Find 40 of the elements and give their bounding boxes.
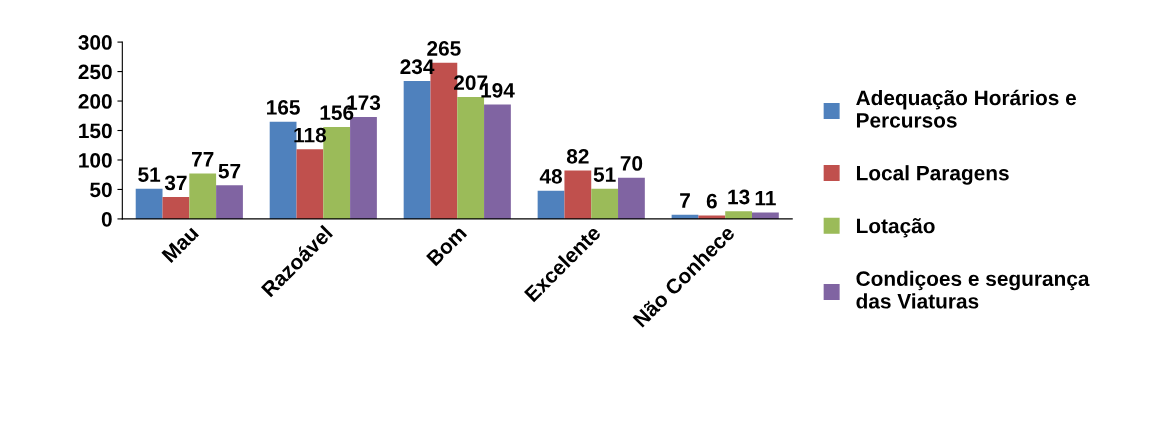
- data-label: 37: [164, 175, 187, 191]
- y-tick-label: 0: [101, 211, 112, 227]
- bar: [162, 197, 190, 219]
- data-label: 57: [218, 163, 241, 179]
- data-label: 6: [706, 193, 717, 209]
- bar: [403, 81, 431, 219]
- y-tick-label: 200: [78, 94, 112, 109]
- legend-label: Lotação: [856, 218, 935, 238]
- bar: [189, 173, 217, 219]
- data-label: 7: [680, 193, 690, 208]
- legend-label: Local Paragens: [856, 165, 1009, 185]
- bar: [457, 96, 485, 219]
- bar: [135, 188, 163, 219]
- x-tick-label: Mau: [161, 225, 200, 264]
- bar: [752, 212, 779, 219]
- data-label: 70: [620, 156, 643, 171]
- data-label: 165: [267, 100, 300, 115]
- bar: [537, 190, 565, 219]
- data-label: 51: [138, 167, 161, 182]
- y-tick-label: 150: [79, 123, 112, 139]
- data-label: 48: [539, 168, 562, 184]
- data-label: 13: [728, 189, 750, 205]
- bar: [484, 104, 511, 219]
- bar: [564, 170, 592, 219]
- bar: [591, 188, 619, 219]
- y-tick-label: 250: [78, 64, 112, 80]
- legend-label: Adequação Horários e Percursos: [856, 89, 1077, 128]
- data-label: 51: [593, 167, 616, 182]
- y-tick-label: 100: [79, 152, 112, 168]
- y-tick-label: 50: [90, 182, 112, 198]
- bar: [725, 211, 753, 219]
- legend-label: Condiçoes e segurança das Viaturas: [856, 270, 1090, 309]
- data-label: 77: [192, 152, 214, 167]
- bar: [618, 177, 645, 219]
- bar: [216, 185, 243, 219]
- data-label: 82: [566, 148, 589, 164]
- bar: [296, 149, 324, 219]
- y-tick-label: 300: [78, 35, 112, 50]
- data-label: 265: [427, 41, 461, 56]
- data-label: 11: [755, 191, 776, 206]
